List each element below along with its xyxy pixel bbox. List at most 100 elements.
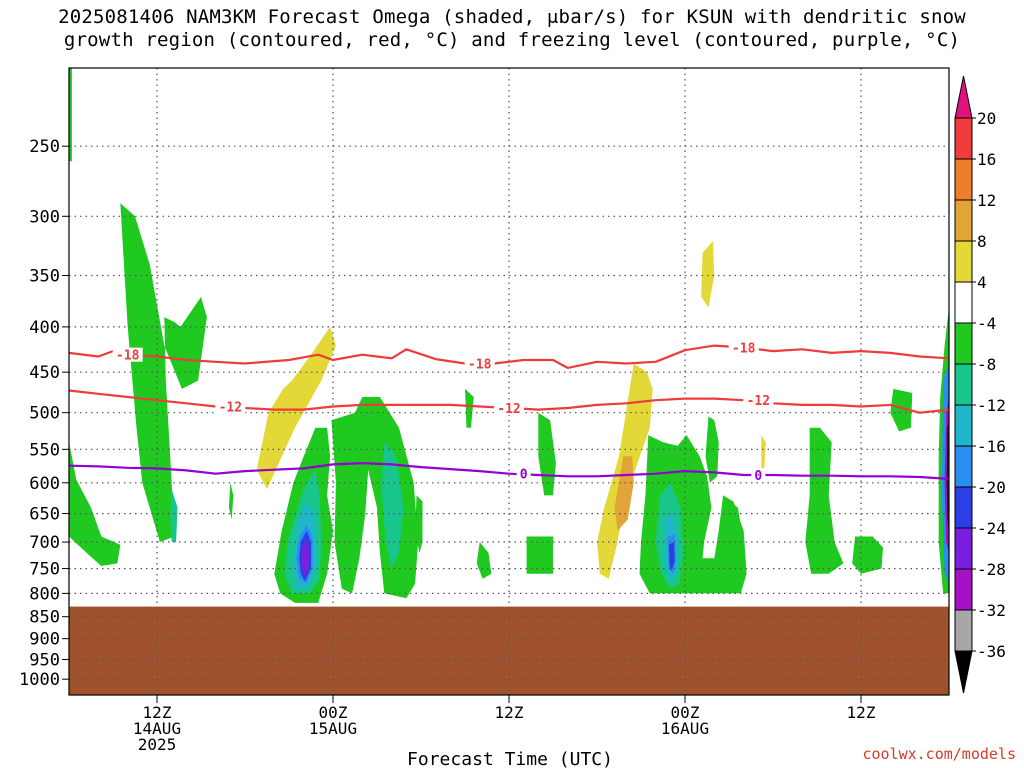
chart-title: 2025081406 NAM3KM Forecast Omega (shaded…: [0, 6, 1024, 52]
colorbar-bin: [954, 609, 973, 652]
omega-region-23: [761, 435, 766, 470]
contour-label: -12: [219, 400, 242, 415]
colorbar-label: -32: [977, 601, 1006, 620]
colorbar-bin: [954, 158, 973, 201]
contour-label: -12: [497, 402, 520, 417]
title-line-1: 2025081406 NAM3KM Forecast Omega (shaded…: [58, 6, 966, 28]
x-tick-label: 12Z: [495, 703, 524, 722]
colorbar-label: -16: [977, 437, 1006, 456]
contour-label-bg: [494, 401, 524, 416]
colorbar-bin: [954, 240, 973, 283]
colorbar-label: 16: [977, 150, 996, 169]
contour-label: -18: [732, 341, 756, 356]
colorbar-bin: [954, 527, 973, 570]
y-tick-label: 300: [29, 207, 60, 227]
omega-region-26: [890, 388, 913, 432]
contour-label-bg: [516, 466, 531, 481]
y-tick-label: 500: [29, 404, 60, 424]
colorbar-legend: 20 16 12 8 4 -4 -8 -12 -16 -20 -24 -28 -32 -36: [954, 75, 1006, 694]
omega-region-2: [170, 489, 178, 542]
y-axis-pressure: 2503003504004505005506006507007508008509…: [19, 137, 69, 690]
x-tick-label: 2025: [138, 735, 177, 754]
colorbar-label: 4: [977, 273, 987, 292]
colorbar-bin: [954, 281, 973, 324]
omega-region-11: [381, 442, 404, 569]
colorbar-label: -8: [977, 355, 996, 374]
contour-label: 0: [754, 469, 762, 484]
contour-label-bg: [743, 393, 774, 408]
colorbar-bin: [954, 486, 973, 529]
omega-region-35: [69, 68, 72, 162]
omega-region-9: [301, 539, 310, 577]
x-tick-label: 16AUG: [661, 719, 709, 738]
contour-label-bg: [215, 399, 246, 414]
title-line-2: growth region (contoured, red, °C) and f…: [63, 29, 961, 51]
colorbar-label: -20: [977, 478, 1006, 497]
omega-region-24: [805, 427, 844, 574]
omega-region-21: [668, 542, 675, 572]
credit-text: coolwx.com/models: [862, 745, 1016, 763]
y-tick-label: 600: [29, 474, 60, 494]
contour-label: 0: [520, 468, 528, 483]
y-tick-label: 400: [29, 318, 60, 338]
y-tick-label: 850: [29, 608, 60, 628]
contour-label-bg: [751, 468, 766, 483]
omega-region-22: [701, 241, 715, 308]
x-tick-label: 15AUG: [309, 719, 357, 738]
y-tick-label: 550: [29, 440, 60, 460]
y-tick-label: 950: [29, 650, 60, 670]
colorbar-label: -4: [977, 314, 996, 333]
omega-region-36: [228, 482, 234, 520]
y-tick-label: 250: [29, 137, 60, 157]
y-tick-label: 650: [29, 505, 60, 525]
x-tick-label: 00Z: [671, 703, 700, 722]
colorbar-label: -36: [977, 642, 1006, 661]
below-ground-area: [69, 606, 949, 695]
omega-region-3: [256, 326, 336, 490]
omega-region-34: [723, 495, 744, 574]
y-tick-label: 900: [29, 630, 60, 650]
omega-region-1: [69, 442, 121, 566]
contour-label-bg: [728, 340, 759, 355]
colorbar-over-arrow: [954, 75, 973, 119]
colorbar-bin: [954, 404, 973, 447]
omega-region-12: [465, 388, 474, 428]
contour-label-bg: [464, 356, 495, 371]
grid-lines: [69, 68, 949, 695]
contour-label: -12: [747, 394, 770, 409]
colorbar-label: 8: [977, 232, 987, 251]
contour-layer: -18 -18 -18 -12 -12 -12 0 0: [69, 340, 949, 484]
colorbar-bin: [954, 117, 973, 160]
y-tick-label: 750: [29, 560, 60, 580]
omega-region-17: [705, 416, 719, 483]
y-tick-label: 350: [29, 267, 60, 287]
contour-label: -18: [468, 358, 492, 373]
colorbar-label: -28: [977, 560, 1006, 579]
colorbar-label: 12: [977, 191, 996, 210]
colorbar-bin: [954, 199, 973, 242]
contour-label-bg: [112, 347, 143, 362]
x-tick-label: 14AUG: [133, 719, 181, 738]
omega-region-33: [526, 536, 553, 574]
y-tick-label: 700: [29, 533, 60, 553]
omega-region-25: [852, 536, 883, 574]
colorbar-label: -24: [977, 519, 1006, 538]
x-tick-label: 00Z: [319, 703, 348, 722]
colorbar-bin: [954, 445, 973, 488]
contour-label: -18: [116, 349, 140, 364]
y-tick-label: 1000: [19, 670, 60, 690]
x-tick-label: 12Z: [847, 703, 876, 722]
colorbar-label: -12: [977, 396, 1006, 415]
omega-region-32: [476, 542, 492, 579]
colorbar-under-arrow: [954, 650, 973, 694]
y-tick-label: 800: [29, 584, 60, 604]
colorbar-bin: [954, 322, 973, 365]
contour-0: [69, 462, 949, 480]
y-tick-label: 450: [29, 363, 60, 383]
colorbar-bin: [954, 363, 973, 406]
x-tick-label: 12Z: [143, 703, 172, 722]
colorbar-label: 20: [977, 109, 996, 128]
omega-region-31: [415, 495, 423, 553]
colorbar-bin: [954, 568, 973, 611]
